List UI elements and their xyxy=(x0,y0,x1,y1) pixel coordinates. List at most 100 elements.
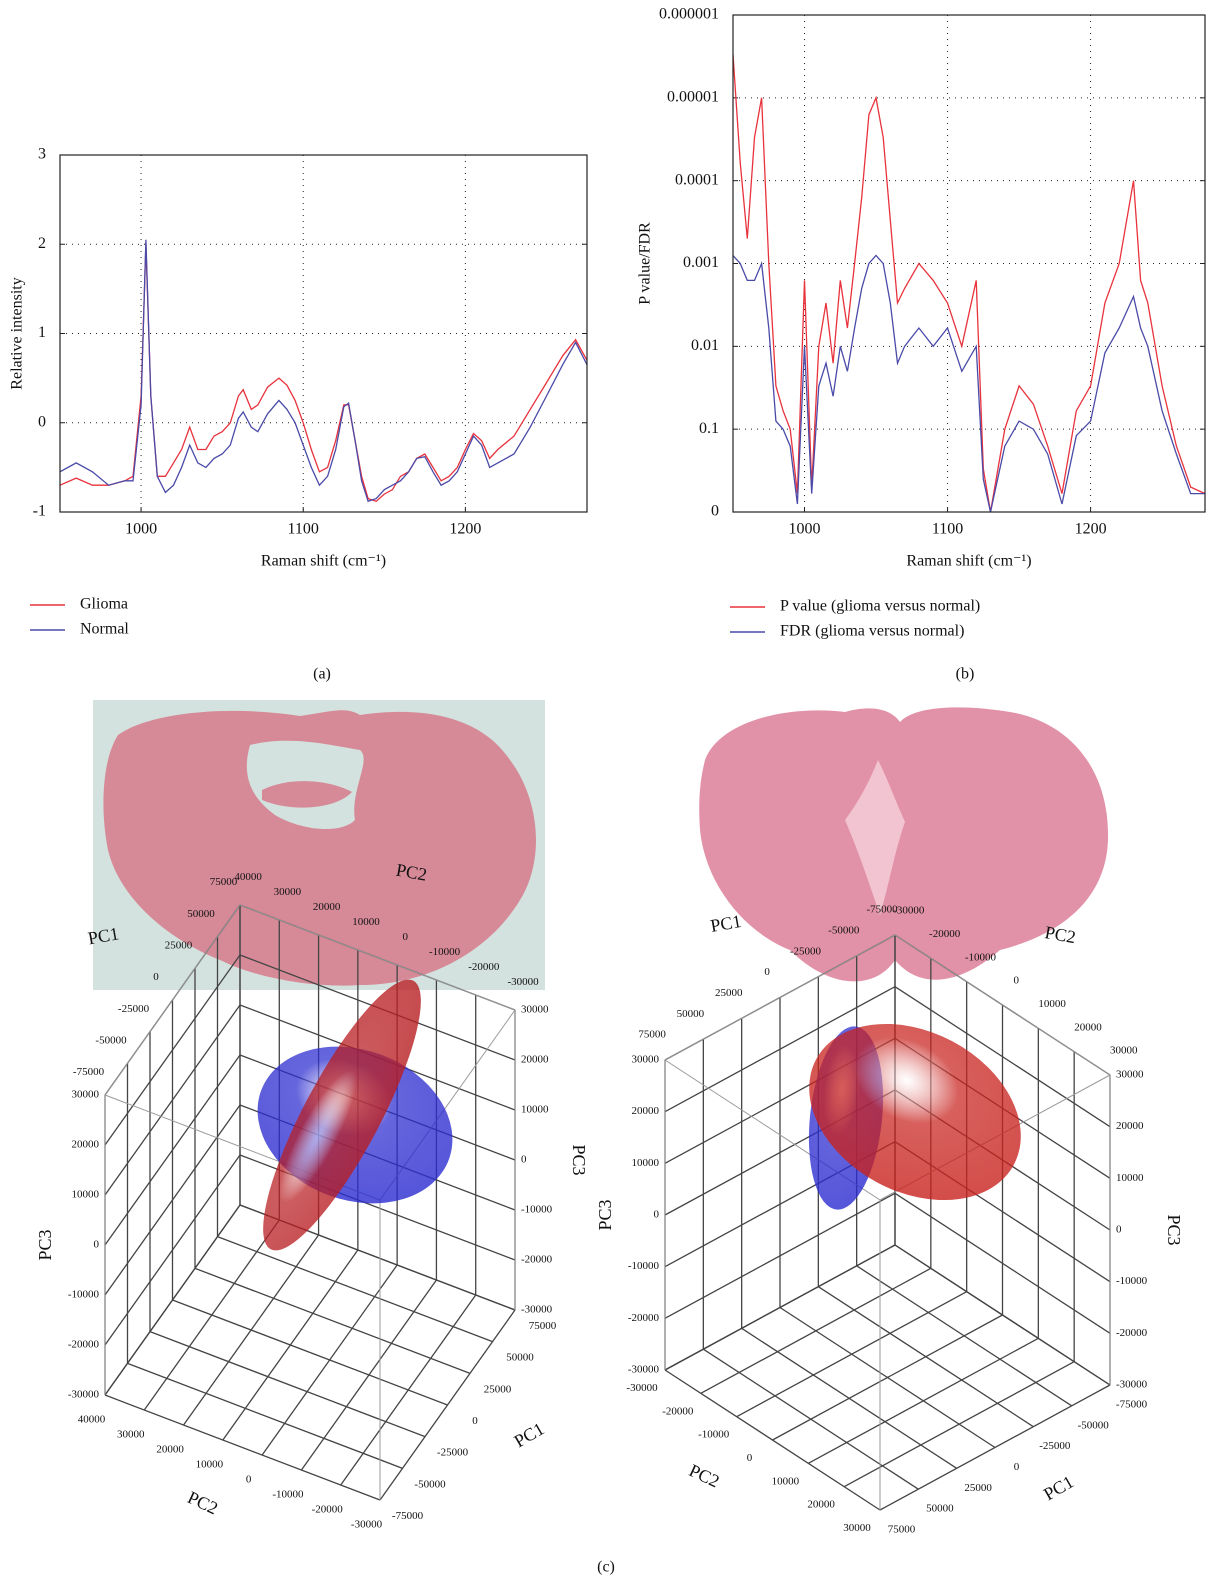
y-tick-label: 30000 xyxy=(1110,1045,1138,1057)
z-tick-label: -30000 xyxy=(521,1304,553,1316)
grid-line xyxy=(300,1279,437,1471)
grid-line xyxy=(664,986,896,1113)
series-line xyxy=(733,254,1205,512)
axis-title: PC2 xyxy=(686,1460,723,1491)
grid-line xyxy=(843,1361,1075,1488)
y-tick-label: 20000 xyxy=(807,1499,835,1511)
x-tick-label: 0 xyxy=(1014,1461,1020,1473)
z-tick-label: 30000 xyxy=(521,1004,549,1016)
x-tick-label: -25000 xyxy=(790,945,822,957)
x-tick-label: -25000 xyxy=(118,1003,150,1015)
y-tick-label: 20000 xyxy=(1074,1021,1102,1033)
y-tick-label: 0.00001 xyxy=(667,89,719,106)
x-tick-label: 50000 xyxy=(926,1503,954,1515)
grid-line xyxy=(772,1314,1003,1441)
z-tick-label: 30000 xyxy=(72,1089,100,1101)
y-tick-label: 0 xyxy=(402,931,408,943)
grid-line xyxy=(736,1291,967,1418)
y-tick-label: 3 xyxy=(38,146,46,163)
z-tick-label: 0 xyxy=(1116,1224,1122,1236)
x-tick-label: 1000 xyxy=(789,521,821,538)
grid-line xyxy=(261,1264,398,1456)
z-tick-label: -20000 xyxy=(628,1312,660,1324)
axis-title: PC2 xyxy=(185,1487,222,1518)
z-tick-label: 30000 xyxy=(1116,1069,1144,1081)
x-tick-label: 1200 xyxy=(449,521,481,538)
grid-line xyxy=(104,1154,241,1346)
axis-title: PC1 xyxy=(511,1418,548,1451)
y-tick-label: 20000 xyxy=(156,1444,184,1456)
y-tick-label: 0 xyxy=(246,1474,252,1486)
x-tick-label: 25000 xyxy=(715,987,743,999)
y-tick-label: -20000 xyxy=(929,928,961,940)
grid-line xyxy=(149,1331,426,1438)
plot-frame xyxy=(732,14,1206,513)
x-tick-label: 25000 xyxy=(484,1383,512,1395)
x-tick-label: 1000 xyxy=(125,521,157,538)
ellipsoid xyxy=(809,1023,1021,1201)
grid-line xyxy=(104,1204,241,1396)
x-tick-label: 0 xyxy=(764,966,770,978)
x-tick-label: 1100 xyxy=(288,521,319,538)
z-tick-label: 0 xyxy=(654,1209,660,1221)
grid-line xyxy=(172,1299,448,1406)
box-edge xyxy=(239,904,516,1011)
y-tick-label: 0.01 xyxy=(691,337,719,354)
z-tick-label: -30000 xyxy=(1116,1379,1148,1391)
z-tick-label: 30000 xyxy=(632,1054,660,1066)
grid-line xyxy=(143,1219,280,1411)
plot-frame xyxy=(59,154,588,513)
grid-line xyxy=(808,1337,1039,1464)
x-tick-label: 1200 xyxy=(1075,521,1107,538)
grid-line xyxy=(104,1104,241,1296)
y-tick-label: -20000 xyxy=(312,1504,344,1516)
y-tick-label: 0 xyxy=(38,413,46,430)
x-tick-label: 1100 xyxy=(932,521,963,538)
x-tick-label: 50000 xyxy=(506,1352,534,1364)
figure-caption: (c) xyxy=(597,1559,615,1576)
grid-line xyxy=(894,1244,1111,1386)
z-tick-label: -10000 xyxy=(628,1260,660,1272)
y-tick-label: 40000 xyxy=(78,1414,106,1426)
x-tick-label: -50000 xyxy=(95,1035,127,1047)
z-tick-label: -20000 xyxy=(68,1339,100,1351)
y-tick-label: 0.001 xyxy=(683,254,719,271)
box-edge xyxy=(664,934,896,1061)
z-tick-label: 0 xyxy=(94,1239,100,1251)
grid-line xyxy=(194,1267,471,1374)
tissue-image-glioma xyxy=(93,700,545,990)
z-tick-label: -10000 xyxy=(68,1289,100,1301)
y-tick-label: -30000 xyxy=(351,1519,383,1531)
grid-line xyxy=(340,1294,477,1486)
x-tick-label: -25000 xyxy=(1039,1440,1071,1452)
box-edge xyxy=(894,934,1111,1076)
y-tick-label: 30000 xyxy=(117,1429,145,1441)
x-axis-title: Raman shift (cm⁻¹) xyxy=(906,553,1031,570)
y-tick-label: 0 xyxy=(747,1452,753,1464)
y-tick-label: 10000 xyxy=(196,1459,224,1471)
y-tick-label: 0.0001 xyxy=(675,171,719,188)
y-tick-label: 40000 xyxy=(234,871,262,883)
grid-line xyxy=(104,1394,381,1501)
z-tick-label: 20000 xyxy=(632,1105,660,1117)
x-tick-label: 50000 xyxy=(187,908,215,920)
grid-line xyxy=(664,1244,896,1371)
grid-line xyxy=(127,1362,403,1469)
y-tick-label: -20000 xyxy=(468,961,500,973)
legend-label: Normal xyxy=(80,621,129,638)
x-tick-label: 75000 xyxy=(638,1029,666,1041)
y-tick-label: 10000 xyxy=(772,1475,800,1487)
y-tick-label: 0.000001 xyxy=(659,6,719,23)
grid-line xyxy=(104,1004,241,1196)
z-tick-label: -10000 xyxy=(521,1204,553,1216)
grid-line xyxy=(894,986,1111,1128)
x-tick-label: -50000 xyxy=(414,1478,446,1490)
x-tick-label: -75000 xyxy=(73,1066,105,1078)
axis-title: PC1 xyxy=(1040,1471,1077,1504)
x-tick-label: 75000 xyxy=(210,876,238,888)
x-tick-label: -75000 xyxy=(392,1510,424,1522)
legend-label: Glioma xyxy=(80,596,128,613)
series-line xyxy=(60,244,587,503)
